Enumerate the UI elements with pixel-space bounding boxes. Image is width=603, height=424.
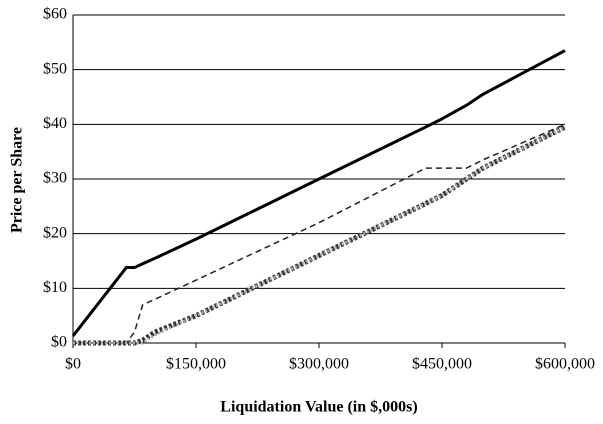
y-tick-label: $0 <box>51 334 67 351</box>
x-tick-label: $0 <box>65 356 81 373</box>
y-tick-label: $10 <box>43 279 67 296</box>
y-tick-label: $60 <box>43 6 67 23</box>
y-tick-label: $50 <box>43 60 67 77</box>
x-tick-label: $450,000 <box>412 356 472 373</box>
x-tick-label: $300,000 <box>289 356 349 373</box>
series-line <box>73 123 566 344</box>
series-line <box>73 124 567 346</box>
series-line <box>73 125 566 345</box>
series-line <box>71 49 566 337</box>
y-tick-label: $20 <box>43 224 67 241</box>
x-tick-label: $150,000 <box>166 356 226 373</box>
y-axis-label: Price per Share <box>9 127 26 233</box>
y-tick-label: $30 <box>43 170 67 187</box>
x-tick-label: $600,000 <box>535 356 595 373</box>
x-axis-label: Liquidation Value (in $,000s) <box>220 399 417 416</box>
y-tick-label: $40 <box>43 115 67 132</box>
